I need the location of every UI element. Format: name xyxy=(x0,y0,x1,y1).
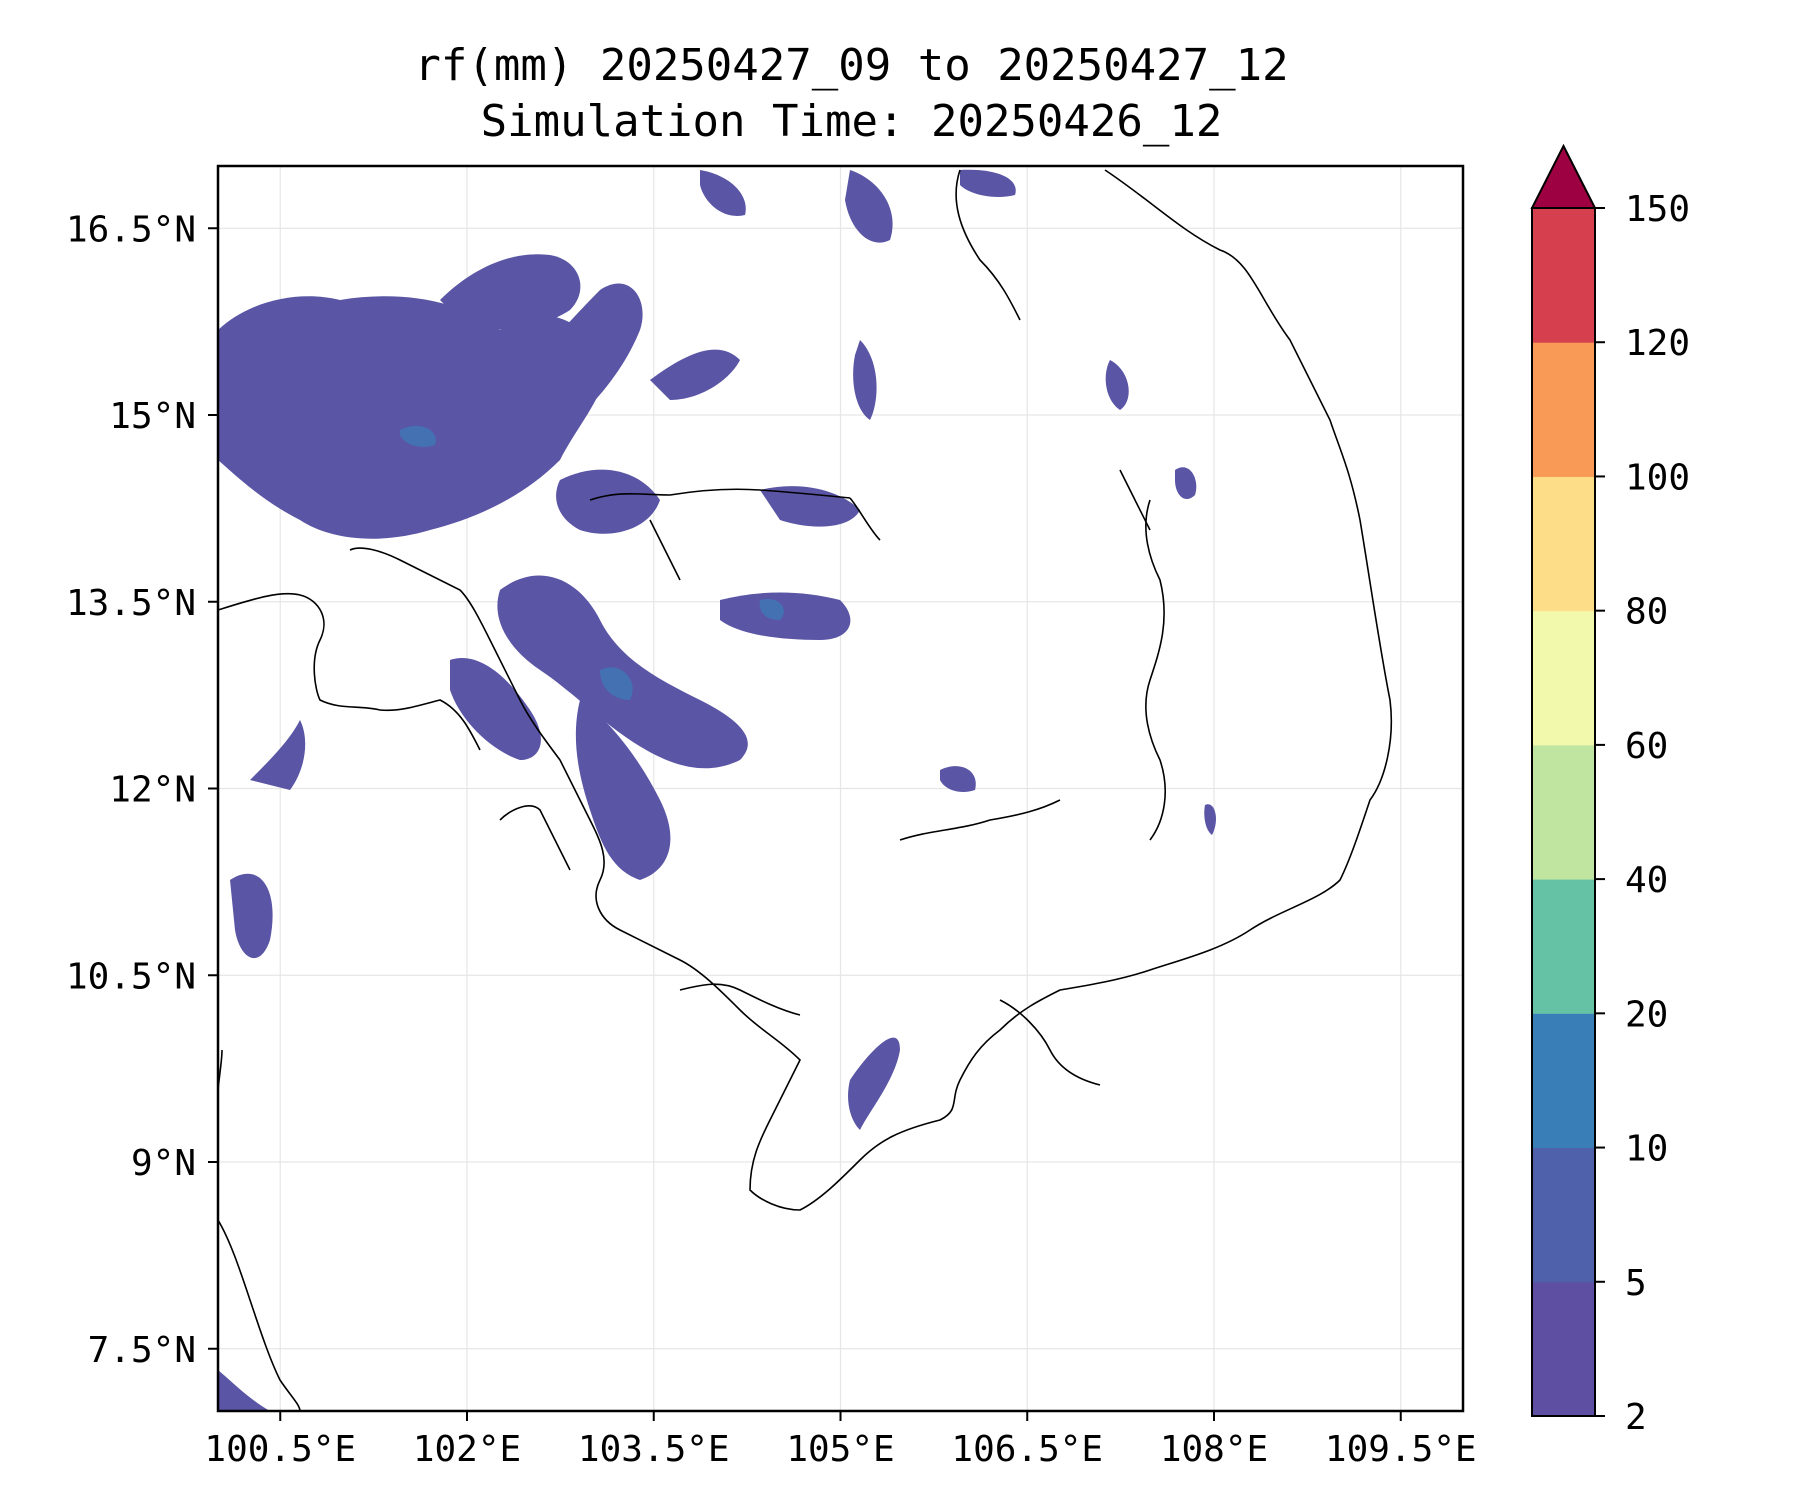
colorbar-segment xyxy=(1532,744,1595,880)
lon-tick-label: 105°E xyxy=(786,1429,894,1470)
colorbar-segment xyxy=(1532,342,1595,477)
colorbar-extend-arrow xyxy=(1530,143,1597,209)
colorbar-tick-label: 120 xyxy=(1625,323,1690,364)
colorbar-tick-label: 80 xyxy=(1625,592,1668,633)
colorbar-tick-label: 60 xyxy=(1625,726,1668,767)
rainfall-shading-5-10 xyxy=(400,425,784,700)
colorbar-segment xyxy=(1532,1013,1595,1149)
lon-tick-label: 103.5°E xyxy=(578,1429,730,1470)
colorbar-tick-label: 150 xyxy=(1625,189,1690,230)
colorbar-segment xyxy=(1532,1281,1595,1417)
lat-tick-label: 13.5°N xyxy=(66,583,196,624)
longitude-axis: 100.5°E 102°E 103.5°E 105°E 106.5°E 108°E 109.… xyxy=(204,1411,1477,1470)
colorbar-tick-label: 100 xyxy=(1625,457,1690,498)
lat-tick-label: 9°N xyxy=(131,1143,196,1184)
colorbar-tick-label: 20 xyxy=(1625,994,1668,1035)
lat-tick-label: 15°N xyxy=(109,396,196,437)
map-subtitle: Simulation Time: 20250426_12 xyxy=(480,96,1223,147)
latitude-axis: 16.5°N 15°N 13.5°N 12°N 10.5°N 9°N 7.5°N xyxy=(66,209,218,1371)
map-title: rf(mm) 20250427_09 to 20250427_12 xyxy=(414,40,1289,91)
colorbar-tick-label: 2 xyxy=(1625,1397,1647,1438)
colorbar-tick-label: 5 xyxy=(1625,1263,1647,1304)
lon-tick-label: 109.5°E xyxy=(1325,1429,1477,1470)
lon-tick-label: 102°E xyxy=(413,1429,521,1470)
rainfall-shading xyxy=(218,169,1216,1411)
colorbar-frame xyxy=(1531,207,1596,1417)
colorbar-segment xyxy=(1532,208,1595,343)
colorbar-tick-label: 40 xyxy=(1625,860,1668,901)
lat-tick-label: 7.5°N xyxy=(88,1330,196,1371)
colorbar-segment xyxy=(1532,1147,1595,1283)
lat-tick-label: 12°N xyxy=(109,770,196,811)
colorbar-segment xyxy=(1532,476,1595,612)
colorbar-segment xyxy=(1532,610,1595,746)
lon-tick-label: 100.5°E xyxy=(204,1429,356,1470)
lat-tick-label: 10.5°N xyxy=(66,956,196,997)
coastlines-borders xyxy=(218,169,1393,1411)
colorbar: 2 5 10 20 40 60 80 100 120 150 xyxy=(1530,143,1690,1438)
lon-tick-label: 106.5°E xyxy=(951,1429,1103,1470)
lat-tick-label: 16.5°N xyxy=(66,209,196,250)
colorbar-segment xyxy=(1532,879,1595,1014)
colorbar-tick-label: 10 xyxy=(1625,1129,1668,1170)
lon-tick-label: 108°E xyxy=(1160,1429,1268,1470)
